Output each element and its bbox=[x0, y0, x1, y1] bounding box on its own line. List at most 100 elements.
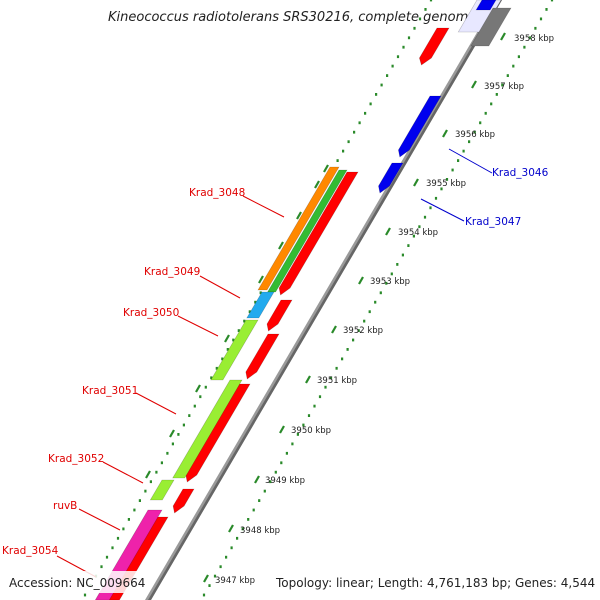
leader-line bbox=[199, 275, 241, 299]
track-dot bbox=[213, 574, 217, 578]
gene-label[interactable]: Krad_3047 bbox=[465, 216, 521, 228]
major-tick bbox=[442, 129, 448, 138]
track-dot bbox=[506, 74, 509, 77]
gene-label[interactable]: Krad_3048 bbox=[189, 187, 245, 199]
gene-labels: Krad_3048 Krad_3049 Krad_3050 Krad_3051 … bbox=[2, 167, 549, 557]
gene-blue bbox=[475, 0, 497, 11]
track-dot bbox=[133, 508, 136, 512]
track-dot bbox=[248, 310, 251, 314]
track-dot bbox=[539, 17, 543, 21]
track-dot bbox=[402, 45, 405, 49]
track-dot bbox=[368, 310, 371, 314]
track-dot bbox=[545, 8, 548, 11]
track-dot bbox=[391, 64, 394, 68]
scale-label: 3951 kbp bbox=[317, 376, 357, 386]
scale-label: 3956 kbp bbox=[455, 130, 495, 140]
track-dot bbox=[336, 159, 339, 162]
track-dot bbox=[473, 130, 476, 134]
track-dot bbox=[374, 300, 377, 304]
major-tick bbox=[358, 276, 364, 285]
track-dot bbox=[424, 8, 427, 11]
major-tick bbox=[195, 384, 201, 393]
gene-label[interactable]: Krad_3046 bbox=[492, 167, 549, 179]
track-dot bbox=[318, 395, 322, 399]
scale-label: 3953 kbp bbox=[370, 277, 410, 287]
track-dot bbox=[412, 234, 415, 238]
scale-tracks bbox=[83, 0, 554, 597]
track-dot bbox=[296, 433, 299, 436]
gene-red bbox=[245, 333, 280, 380]
gene-cog-lime bbox=[149, 479, 175, 501]
track-dot bbox=[274, 470, 277, 474]
track-dot bbox=[479, 121, 482, 125]
track-dot bbox=[105, 555, 109, 559]
track-dot bbox=[346, 348, 349, 351]
map-title: Kineococcus radiotolerans SRS30216, comp… bbox=[108, 10, 476, 25]
gene-features bbox=[94, 0, 512, 600]
track-dot bbox=[149, 480, 152, 484]
track-dot bbox=[160, 461, 163, 465]
gene-label[interactable]: Krad_3050 bbox=[123, 307, 179, 319]
track-dot bbox=[418, 225, 421, 229]
track-dot bbox=[199, 395, 202, 399]
track-dot bbox=[291, 442, 294, 446]
track-dot bbox=[166, 451, 169, 455]
track-dot bbox=[380, 83, 383, 87]
track-dot bbox=[111, 546, 114, 550]
track-dot bbox=[188, 414, 191, 417]
leader-line bbox=[242, 195, 285, 218]
track-dot bbox=[307, 414, 311, 417]
track-dot bbox=[457, 159, 460, 162]
track-dot bbox=[144, 489, 147, 493]
track-dot bbox=[280, 461, 283, 465]
major-tick bbox=[228, 524, 234, 533]
scale-label: 3957 kbp bbox=[484, 82, 524, 92]
track-dot bbox=[352, 338, 355, 342]
track-dot bbox=[269, 480, 272, 484]
major-tick bbox=[385, 227, 391, 236]
track-dot bbox=[501, 83, 504, 87]
track-dot bbox=[385, 281, 388, 285]
gene-cog-green bbox=[267, 169, 348, 293]
track-dot bbox=[247, 518, 250, 521]
major-tick bbox=[145, 470, 151, 479]
scale-label: 3949 kbp bbox=[265, 476, 305, 486]
track-dot bbox=[122, 527, 125, 531]
track-dot bbox=[329, 376, 333, 380]
gene-red bbox=[172, 488, 195, 514]
gene-cog-lime bbox=[210, 319, 259, 381]
track-dot bbox=[396, 55, 400, 59]
track-dot bbox=[138, 499, 141, 502]
track-dot bbox=[210, 376, 213, 380]
track-dot bbox=[528, 36, 531, 40]
track-dot bbox=[182, 423, 185, 427]
gene-label[interactable]: Krad_3054 bbox=[2, 545, 59, 557]
scale-label: 3948 kbp bbox=[240, 526, 280, 536]
gene-label[interactable]: Krad_3052 bbox=[48, 453, 104, 465]
gene-label[interactable]: ruvB bbox=[53, 500, 77, 512]
track-dot bbox=[462, 149, 465, 153]
scale-label: 3952 kbp bbox=[343, 326, 383, 336]
major-tick bbox=[314, 180, 320, 189]
major-tick bbox=[254, 475, 260, 484]
gene-label[interactable]: Krad_3049 bbox=[144, 266, 200, 278]
track-dot bbox=[193, 404, 196, 408]
gene-label[interactable]: Krad_3051 bbox=[82, 385, 138, 397]
track-dot bbox=[171, 442, 174, 446]
gene-cog-lime bbox=[172, 379, 243, 479]
track-dot bbox=[369, 102, 372, 106]
major-tick bbox=[323, 164, 329, 173]
track-dot bbox=[127, 518, 130, 521]
track-dot bbox=[495, 93, 498, 96]
genome-backbone-shade bbox=[148, 0, 502, 600]
track-dot bbox=[523, 45, 526, 49]
track-dot bbox=[252, 508, 255, 512]
track-dot bbox=[550, 0, 554, 2]
track-dot bbox=[215, 366, 218, 370]
footer-summary-bg bbox=[271, 571, 593, 593]
track-dot bbox=[347, 140, 350, 144]
track-dot bbox=[434, 196, 438, 200]
track-dot bbox=[285, 451, 288, 455]
gene-cog-cyan bbox=[246, 291, 275, 319]
track-dot bbox=[407, 36, 411, 40]
